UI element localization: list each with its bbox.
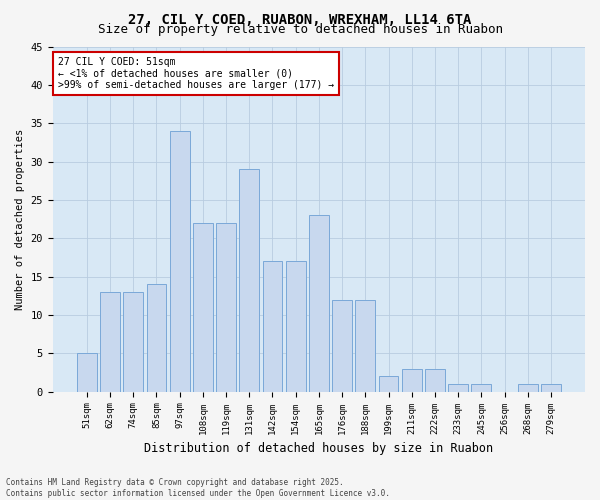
- Bar: [124, 292, 143, 392]
- Y-axis label: Number of detached properties: Number of detached properties: [15, 128, 25, 310]
- Bar: [239, 169, 259, 392]
- Bar: [541, 384, 561, 392]
- Text: Size of property relative to detached houses in Ruabon: Size of property relative to detached ho…: [97, 22, 503, 36]
- Bar: [448, 384, 468, 392]
- Bar: [146, 284, 166, 392]
- Bar: [379, 376, 398, 392]
- Bar: [193, 223, 213, 392]
- Bar: [286, 262, 305, 392]
- Bar: [263, 262, 283, 392]
- Text: 27, CIL Y COED, RUABON, WREXHAM, LL14 6TA: 27, CIL Y COED, RUABON, WREXHAM, LL14 6T…: [128, 12, 472, 26]
- Bar: [402, 368, 422, 392]
- Bar: [77, 354, 97, 392]
- Bar: [472, 384, 491, 392]
- Bar: [355, 300, 375, 392]
- Bar: [170, 131, 190, 392]
- Bar: [100, 292, 120, 392]
- X-axis label: Distribution of detached houses by size in Ruabon: Distribution of detached houses by size …: [145, 442, 493, 455]
- Bar: [309, 216, 329, 392]
- Bar: [518, 384, 538, 392]
- Bar: [332, 300, 352, 392]
- Bar: [425, 368, 445, 392]
- Text: Contains HM Land Registry data © Crown copyright and database right 2025.
Contai: Contains HM Land Registry data © Crown c…: [6, 478, 390, 498]
- Text: 27 CIL Y COED: 51sqm
← <1% of detached houses are smaller (0)
>99% of semi-detac: 27 CIL Y COED: 51sqm ← <1% of detached h…: [58, 57, 334, 90]
- Bar: [216, 223, 236, 392]
